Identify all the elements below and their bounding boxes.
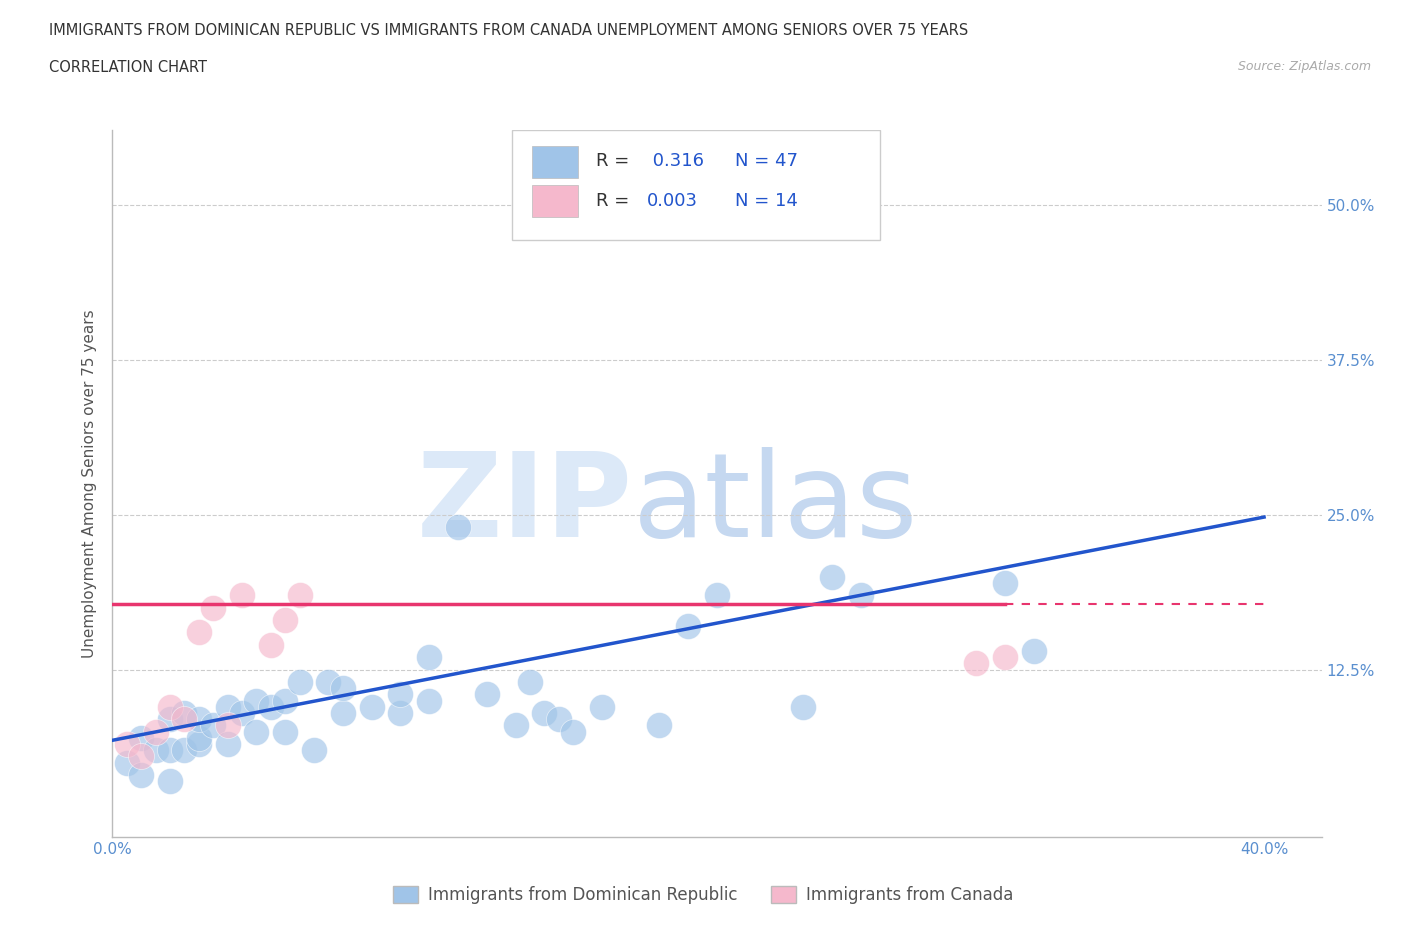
Point (217, 737, 239, 751)
Point (173, 706, 195, 721)
Point (274, 613, 297, 628)
Point (678, 618, 700, 633)
Point (159, 743, 181, 758)
Point (849, 588, 872, 603)
Legend: Immigrants from Dominican Republic, Immigrants from Canada: Immigrants from Dominican Republic, Immi… (385, 878, 1021, 912)
Point (231, 588, 253, 603)
Point (274, 724, 297, 739)
Point (389, 687, 412, 702)
Point (792, 699, 814, 714)
Point (591, 699, 613, 714)
Point (505, 718, 527, 733)
Point (994, 576, 1017, 591)
Point (288, 674, 311, 689)
Point (173, 743, 195, 758)
Text: atlas: atlas (633, 447, 918, 563)
FancyBboxPatch shape (531, 146, 578, 178)
Point (1022, 644, 1045, 658)
Point (447, 520, 470, 535)
Point (202, 600, 225, 615)
Point (129, 730, 152, 745)
Text: Source: ZipAtlas.com: Source: ZipAtlas.com (1237, 60, 1371, 73)
Y-axis label: Unemployment Among Seniors over 75 years: Unemployment Among Seniors over 75 years (82, 310, 97, 658)
FancyBboxPatch shape (531, 185, 578, 217)
Point (418, 693, 440, 708)
Point (821, 569, 844, 584)
Point (260, 699, 283, 714)
Point (159, 699, 181, 714)
Point (145, 743, 167, 758)
Point (115, 755, 138, 770)
Point (519, 674, 541, 689)
Point (159, 711, 181, 726)
Point (187, 711, 209, 726)
Point (547, 711, 569, 726)
Point (648, 718, 671, 733)
Point (332, 706, 354, 721)
Point (418, 650, 440, 665)
Point (202, 718, 225, 733)
Point (129, 749, 152, 764)
Point (274, 693, 297, 708)
Point (706, 588, 728, 603)
Point (302, 743, 325, 758)
Point (389, 706, 412, 721)
Text: N = 47: N = 47 (735, 152, 799, 169)
Point (173, 711, 195, 726)
Text: 0.316: 0.316 (647, 152, 704, 169)
Point (217, 718, 239, 733)
Point (129, 767, 152, 782)
Point (245, 693, 267, 708)
Point (187, 625, 209, 640)
Point (187, 737, 209, 751)
Point (360, 699, 382, 714)
Text: CORRELATION CHART: CORRELATION CHART (49, 60, 207, 75)
Text: R =: R = (596, 152, 636, 169)
Point (145, 724, 167, 739)
Point (187, 730, 209, 745)
Point (318, 674, 340, 689)
Point (115, 737, 138, 751)
Point (288, 588, 311, 603)
Text: N = 14: N = 14 (735, 192, 799, 210)
Point (260, 637, 283, 652)
Point (332, 681, 354, 696)
Point (231, 706, 253, 721)
Point (994, 650, 1017, 665)
Point (562, 724, 585, 739)
Point (245, 724, 267, 739)
Point (965, 656, 987, 671)
Point (533, 706, 555, 721)
Text: ZIP: ZIP (416, 447, 633, 563)
Point (217, 699, 239, 714)
FancyBboxPatch shape (512, 130, 880, 240)
Text: R =: R = (596, 192, 636, 210)
Point (159, 774, 181, 789)
Point (475, 687, 498, 702)
Text: 0.003: 0.003 (647, 192, 697, 210)
Text: IMMIGRANTS FROM DOMINICAN REPUBLIC VS IMMIGRANTS FROM CANADA UNEMPLOYMENT AMONG : IMMIGRANTS FROM DOMINICAN REPUBLIC VS IM… (49, 23, 969, 38)
